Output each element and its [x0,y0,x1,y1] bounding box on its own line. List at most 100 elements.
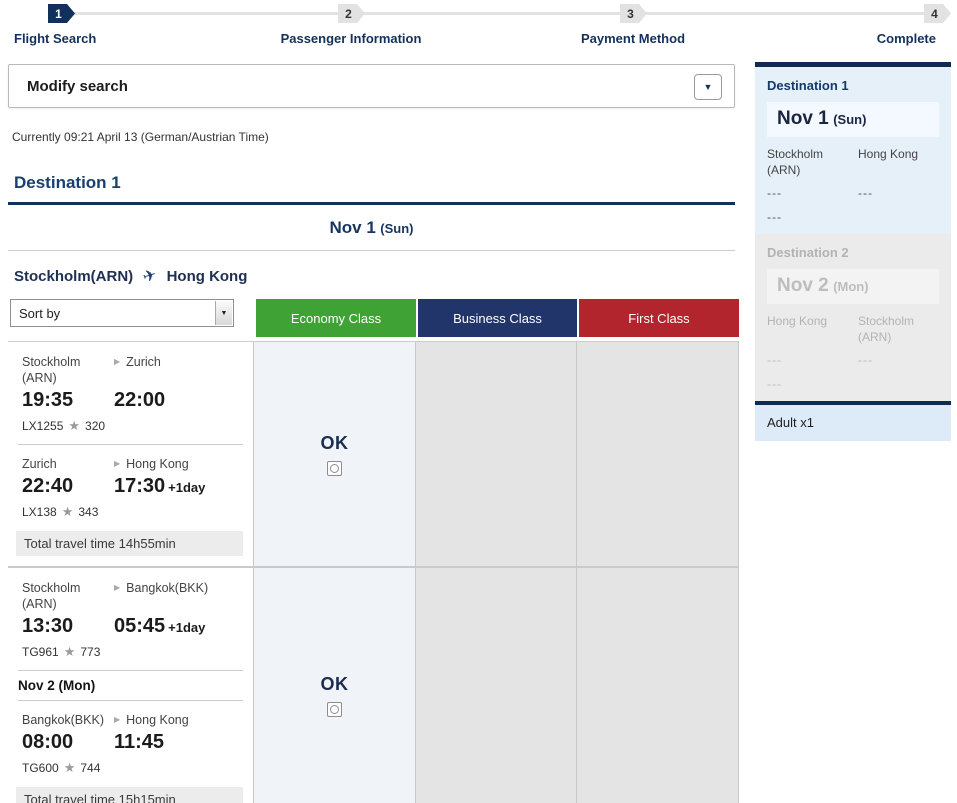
arrival-city: Bangkok(BKK) [126,581,209,595]
fare-radio-button[interactable] [327,460,342,476]
sidebar-flight-placeholder: --- [767,377,782,392]
star-alliance-icon: ★ [63,644,76,659]
flight-option-details: Stockholm (ARN) ▶ Bangkok(BKK) 13:30 05:… [8,568,254,803]
column-header-economy-class: Economy Class [256,299,416,337]
stepper-line [60,12,938,15]
chevron-down-icon: ▼ [703,82,713,92]
column-header-first-class: First Class [579,299,739,337]
sidebar-destination-title: Destination 2 [767,245,849,261]
departure-city: Bangkok(BKK) [22,713,104,727]
route-destination: Hong Kong [166,267,248,285]
next-day-date-divider: Nov 2 (Mon) [18,670,243,701]
current-time-notice: Currently 09:21 April 13 (German/Austria… [12,130,269,144]
flight-number: LX138 [22,505,57,519]
sort-by-dropdown[interactable]: Sort by ▼ [10,299,234,327]
flight-number: TG961 [22,645,59,659]
airplane-icon: ✈ [141,266,160,287]
step-label-complete: Complete [876,31,936,46]
aircraft-type: 744 [80,761,101,775]
departure-time: 19:35 [22,389,74,411]
sidebar-flight-placeholder: --- [767,210,782,225]
sidebar-departure-time-placeholder: --- [767,186,782,201]
first-availability-cell [577,342,739,566]
sidebar-top-bar [755,62,951,67]
arrival-time: 22:00 [114,389,166,411]
segment-divider [18,444,243,445]
step-marker-1: 1 [48,4,75,23]
sidebar-origin-city: Hong Kong [767,314,828,329]
flight-number: LX1255 [22,419,64,433]
arrival-city: Zurich [126,355,161,369]
flight-segment: Stockholm (ARN) ▶ Bangkok(BKK) 13:30 05:… [22,578,243,660]
segment-arrow-icon: ▶ [114,357,121,366]
route-origin: Stockholm(ARN) [14,267,134,285]
first-availability-cell [577,568,739,803]
aircraft-type: 343 [78,505,99,519]
itinerary-summary-sidebar: Destination 1 Nov 1 (Sun) Stockholm (ARN… [755,62,951,442]
plus-one-day-note: +1day [168,620,206,635]
modify-search-expand-button[interactable]: ▼ [694,74,722,100]
sidebar-arrival-time-placeholder: --- [858,353,873,368]
arrival-time: 17:30 +1day [114,475,206,497]
sidebar-departure-time-placeholder: --- [767,353,782,368]
sidebar-arrival-time-placeholder: --- [858,186,873,201]
arrival-city: Hong Kong [126,713,189,727]
total-travel-time: Total travel time 14h55min [16,531,243,556]
modify-search-label: Modify search [27,77,128,95]
availability-status: OK [320,432,349,453]
star-alliance-icon: ★ [61,504,74,519]
economy-availability-cell[interactable]: OK [254,342,416,566]
total-travel-time: Total travel time 15h15min [16,787,243,803]
step-label-passenger-information: Passenger Information [280,31,422,46]
fare-radio-button[interactable] [327,701,342,717]
step-label-flight-search: Flight Search [14,31,97,46]
sidebar-destination-2: Destination 2 Nov 2 (Mon) Hong Kong Stoc… [755,234,951,402]
column-header-business-class: Business Class [418,299,577,337]
sidebar-date: Nov 2 (Mon) [767,269,939,305]
results-table: Sort by ▼ Economy Class Business Class F… [8,299,739,803]
sidebar-date: Nov 1 (Sun) [767,102,939,137]
route-header: Stockholm(ARN) ✈ Hong Kong [8,251,735,299]
step-marker-4: 4 [924,4,951,23]
star-alliance-icon: ★ [68,418,81,433]
flight-segment: Stockholm (ARN) ▶ Zurich 19:35 22:00 LX1… [22,352,243,434]
economy-availability-cell[interactable]: OK [254,568,416,803]
passenger-count: Adult x1 [755,405,951,442]
flight-number: TG600 [22,761,59,775]
date-banner: Nov 1 (Sun) [8,205,735,251]
sidebar-divider [755,401,951,406]
flight-segment: Bangkok(BKK) ▶ Hong Kong 08:00 11:45 TG6… [22,710,243,776]
flight-number-line: LX1255 ★ 320 [22,418,243,434]
row-divider [8,566,739,568]
sidebar-destination-1: Destination 1 Nov 1 (Sun) Stockholm (ARN… [755,67,951,235]
flight-number-line: LX138 ★ 343 [22,504,243,520]
departure-city: Stockholm (ARN) [22,355,81,385]
departure-city: Zurich [22,457,57,471]
segment-arrow-icon: ▶ [114,715,121,724]
flight-option-details: Stockholm (ARN) ▶ Zurich 19:35 22:00 LX1… [8,342,254,566]
segment-arrow-icon: ▶ [114,459,121,468]
sidebar-destination-city: Hong Kong [858,147,919,161]
step-marker-3: 3 [620,4,647,23]
modify-search-panel[interactable]: Modify search ▼ [8,64,735,108]
arrival-city: Hong Kong [126,457,189,471]
aircraft-type: 320 [85,419,106,433]
destination-heading: Destination 1 [8,173,735,205]
arrival-time: 05:45 +1day [114,615,206,637]
flight-segment: Zurich ▶ Hong Kong 22:40 17:30 +1day LX13… [22,454,243,520]
flight-number-line: TG961 ★ 773 [22,644,243,660]
departure-time: 22:40 [22,475,74,497]
business-availability-cell [416,568,577,803]
sort-dropdown-arrow-icon[interactable]: ▼ [215,301,232,325]
sidebar-destination-city: Stockholm (ARN) [858,314,915,344]
step-label-payment-method: Payment Method [580,31,686,46]
departure-time: 13:30 [22,615,74,637]
departure-city: Stockholm (ARN) [22,581,81,611]
sidebar-origin-city: Stockholm (ARN) [767,147,824,177]
business-availability-cell [416,342,577,566]
date-banner-weekday: (Sun) [380,221,414,236]
arrival-time: 11:45 [114,731,165,753]
table-top-divider [8,341,739,342]
sidebar-destination-title: Destination 1 [767,78,849,93]
